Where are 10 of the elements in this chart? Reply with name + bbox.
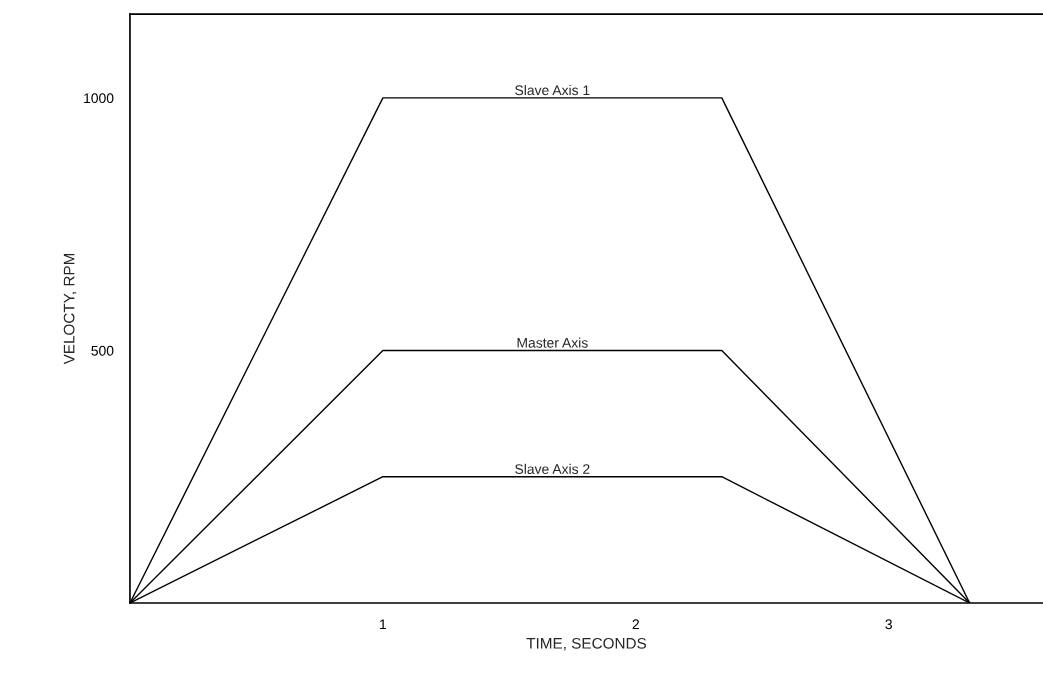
x-tick-label: 3 <box>885 619 892 630</box>
x-axis-title: TIME, SECONDS <box>526 637 647 651</box>
y-tick-label: 1000 <box>84 93 114 104</box>
y-axis-title: VELOCTY, RPM <box>63 253 77 365</box>
series-label: Master Axis <box>517 337 588 348</box>
y-tick-label: 500 <box>91 345 114 356</box>
x-tick-label: 2 <box>632 619 639 630</box>
series-label: Slave Axis 2 <box>515 463 590 474</box>
x-tick-label: 1 <box>380 619 387 630</box>
series-label: Slave Axis 1 <box>515 84 590 96</box>
